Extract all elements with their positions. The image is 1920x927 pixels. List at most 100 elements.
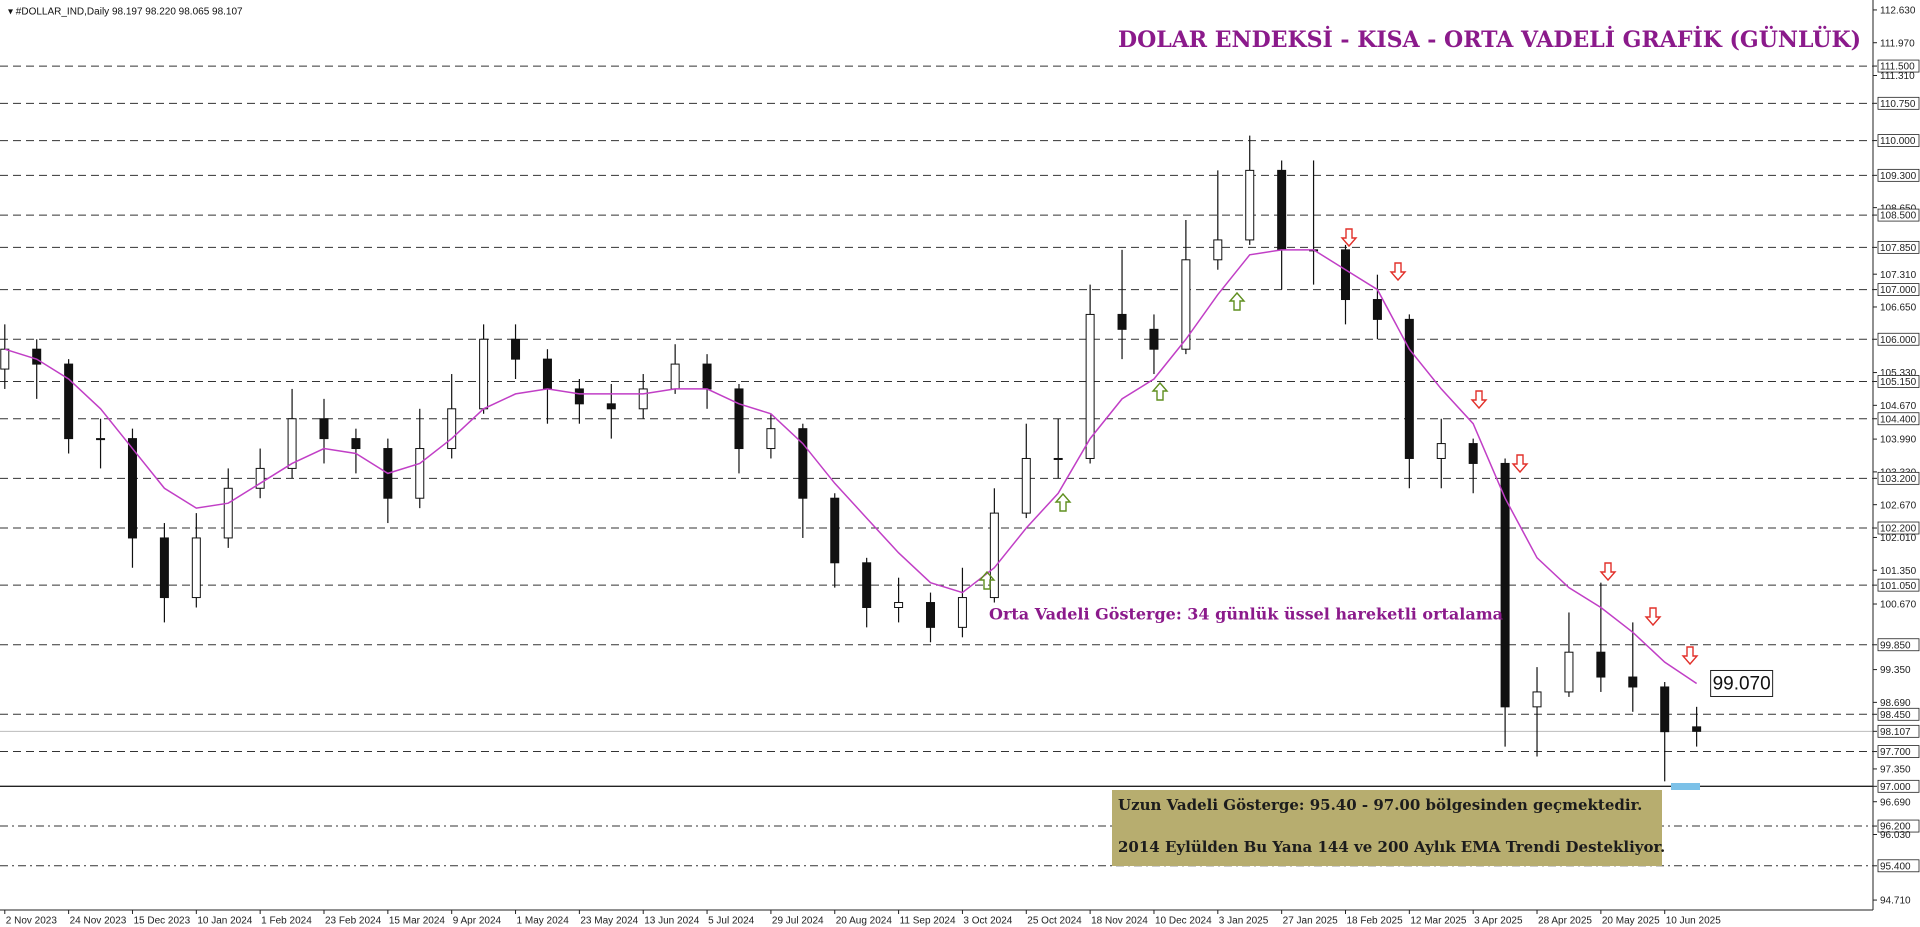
y-tick-label: 109.300 — [1880, 171, 1917, 182]
y-tick-box — [1877, 96, 1920, 110]
candle-body — [223, 487, 233, 539]
up-arrow — [1151, 381, 1169, 401]
y-tick-box — [1877, 745, 1920, 758]
candle-body — [0, 348, 10, 370]
candle-body — [1021, 457, 1031, 514]
down-arrow — [1599, 562, 1617, 582]
y-tick-label: 107.850 — [1880, 243, 1917, 254]
candle-body — [1213, 239, 1223, 261]
candle-body — [191, 537, 201, 599]
x-tick-label: 28 Apr 2025 — [1538, 916, 1592, 927]
up-arrow — [1228, 291, 1246, 311]
y-tick-label: 96.690 — [1880, 797, 1911, 808]
candle-body — [447, 408, 457, 450]
y-tick-label: 96.030 — [1880, 830, 1911, 841]
ema-label-box — [1710, 669, 1774, 697]
y-tick-box — [1877, 283, 1920, 296]
y-tick-box — [1877, 638, 1920, 652]
candle-body — [638, 388, 648, 410]
candle-body — [734, 388, 744, 450]
candle-body — [96, 438, 106, 441]
y-tick-label: 112.630 — [1880, 6, 1916, 17]
symbol-header: ▾ #DOLLAR_IND,Daily 98.197 98.220 98.065… — [8, 7, 243, 18]
y-tick-label: 106.650 — [1880, 303, 1917, 314]
y-tick-label: 95.400 — [1880, 861, 1911, 872]
note-box — [1112, 790, 1662, 866]
candle-body — [606, 403, 616, 410]
x-tick-label: 20 Aug 2024 — [836, 916, 893, 927]
candle-body — [1277, 169, 1287, 251]
y-tick-label: 111.500 — [1880, 62, 1915, 73]
y-tick-label: 96.200 — [1880, 822, 1911, 833]
down-arrow — [1644, 607, 1662, 627]
y-tick-label: 102.200 — [1880, 524, 1917, 535]
support-marker — [1671, 783, 1700, 790]
y-tick-label: 102.010 — [1880, 533, 1917, 544]
signal-arrows — [978, 228, 1699, 666]
candle-body — [1436, 443, 1446, 459]
x-tick-label: 29 Jul 2024 — [772, 916, 824, 927]
x-tick-label: 10 Jan 2024 — [197, 916, 252, 927]
y-tick-label: 104.400 — [1880, 414, 1917, 425]
y-tick-label: 105.330 — [1880, 368, 1917, 379]
x-tick-label: 10 Jun 2025 — [1666, 916, 1721, 927]
y-tick-label: 97.000 — [1880, 782, 1911, 793]
y-tick-box — [1877, 59, 1920, 73]
y-tick-label: 108.500 — [1880, 211, 1917, 222]
y-tick-box — [1877, 240, 1920, 254]
candle-body — [1468, 443, 1478, 464]
down-arrow — [1389, 262, 1407, 282]
x-tick-label: 1 May 2024 — [517, 916, 570, 927]
y-tick-label: 99.350 — [1880, 665, 1911, 676]
down-arrow — [1511, 454, 1529, 474]
grid — [0, 65, 1873, 867]
y-tick-box — [1877, 707, 1920, 721]
x-tick-label: 3 Jan 2025 — [1219, 916, 1269, 927]
y-tick-label: 94.710 — [1880, 896, 1911, 907]
up-arrows — [978, 291, 1246, 590]
y-tick-label: 110.000 — [1880, 136, 1916, 147]
candle-body — [1053, 457, 1063, 460]
y-tick-label: 103.200 — [1880, 474, 1917, 485]
y-tick-label: 101.050 — [1880, 581, 1917, 592]
x-tick-label: 10 Dec 2024 — [1155, 916, 1212, 927]
y-tick-box — [1877, 412, 1920, 426]
note-line: Uzun Vadeli Gösterge: 95.40 - 97.00 bölg… — [1118, 796, 1642, 814]
candle-body — [766, 428, 776, 450]
y-tick-box — [1877, 819, 1920, 833]
y-tick-box — [1877, 779, 1920, 793]
candle-body — [127, 438, 137, 539]
y-tick-label: 107.000 — [1880, 285, 1917, 296]
candle-body — [511, 338, 521, 360]
candle-body — [287, 418, 297, 469]
candle-body — [894, 602, 904, 608]
plot: 99.070 — [0, 135, 1774, 782]
candle-body — [830, 497, 840, 564]
x-tick-label: 3 Apr 2025 — [1474, 916, 1523, 927]
ema-note: Orta Vadeli Gösterge: 34 günlük üssel ha… — [989, 605, 1503, 624]
x-tick-label: 23 Feb 2024 — [325, 916, 382, 927]
y-tick-label: 98.107 — [1880, 727, 1911, 738]
candle-body — [1340, 249, 1350, 301]
candle-body — [32, 348, 42, 365]
y-tick-label: 97.700 — [1880, 747, 1911, 758]
x-tick-label: 27 Jan 2025 — [1283, 916, 1338, 927]
x-tick-label: 18 Nov 2024 — [1091, 916, 1148, 927]
x-tick-label: 23 May 2024 — [580, 916, 638, 927]
y-tick-box — [1877, 332, 1920, 346]
x-tick-label: 25 Oct 2024 — [1027, 916, 1082, 927]
candle-body — [798, 428, 808, 499]
y-tick-label: 98.690 — [1880, 698, 1911, 709]
y-tick-box — [1877, 471, 1920, 485]
x-tick-label: 3 Oct 2024 — [963, 916, 1012, 927]
x-tick-label: 5 Jul 2024 — [708, 916, 755, 927]
up-arrow — [1054, 492, 1072, 512]
y-tick-box — [1877, 724, 1920, 738]
x-tick-label: 1 Feb 2024 — [261, 916, 312, 927]
down-arrow — [1470, 390, 1488, 410]
candle-body — [319, 418, 329, 440]
chart-title: DOLAR ENDEKSİ - KISA - ORTA VADELİ GRAFİ… — [1118, 25, 1861, 53]
